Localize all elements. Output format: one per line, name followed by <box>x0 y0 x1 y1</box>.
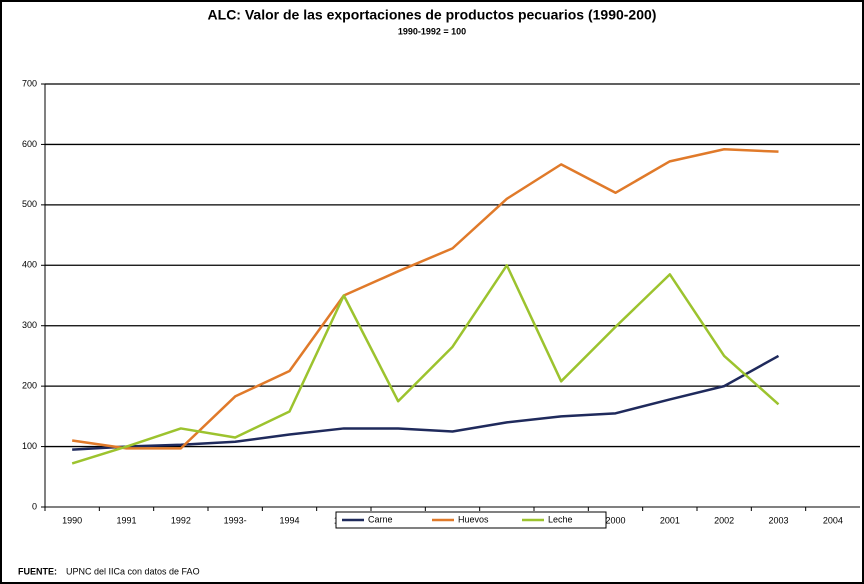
y-tick-label: 300 <box>22 320 37 330</box>
x-tick-label: 1990 <box>62 515 82 525</box>
y-tick-label: 200 <box>22 381 37 391</box>
x-tick-label: 1992 <box>171 515 191 525</box>
chart-title: ALC: Valor de las exportaciones de produ… <box>208 7 657 23</box>
source-label: FUENTE: <box>18 566 57 576</box>
x-tick-label: 1991 <box>116 515 136 525</box>
legend-label: Carne <box>368 514 393 524</box>
series-line <box>71 264 780 465</box>
y-tick-label: 700 <box>22 78 37 88</box>
series-line <box>72 354 780 451</box>
x-tick-label: 2000 <box>605 515 625 525</box>
y-tick-label: 500 <box>22 199 37 209</box>
x-tick-label: 2002 <box>714 515 734 525</box>
x-tick-label: 2001 <box>660 515 680 525</box>
x-tick-label: 2004 <box>823 515 843 525</box>
chart-subtitle: 1990-1992 = 100 <box>398 26 466 36</box>
y-tick-label: 600 <box>22 139 37 149</box>
y-tick-label: 0 <box>32 501 37 511</box>
x-tick-label: 2003 <box>768 515 788 525</box>
legend-label: Leche <box>548 514 573 524</box>
y-tick-label: 400 <box>22 260 37 270</box>
legend-box <box>335 511 607 529</box>
source: UPNC del IICa con datos de FAO <box>66 566 200 576</box>
x-tick-label: 1993- <box>224 515 247 525</box>
x-tick-label: 1994 <box>279 515 299 525</box>
legend-label: Huevos <box>458 514 489 524</box>
series-line <box>71 148 779 450</box>
y-tick-label: 100 <box>22 441 37 451</box>
